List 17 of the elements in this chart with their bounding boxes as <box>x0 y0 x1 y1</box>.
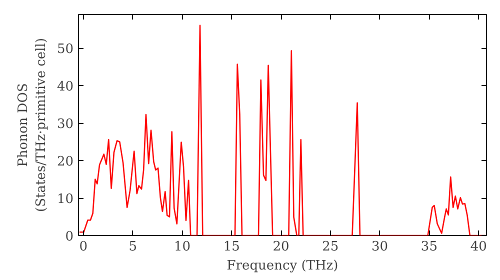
x-tick-label: 30 <box>372 240 388 254</box>
x-axis-title: Frequency (THz) <box>226 258 338 274</box>
y-tick-label: 50 <box>56 42 74 58</box>
y-axis-title: Phonon DOS (States/THz·primitive cell) <box>16 38 49 212</box>
x-tick-label: 25 <box>322 240 339 254</box>
y-tick-label: 40 <box>56 80 74 95</box>
x-tick-label: 5 <box>128 240 137 254</box>
x-tick-label: 0 <box>79 240 88 254</box>
y-tick-label: 30 <box>56 117 74 132</box>
y-tick-label: 20 <box>56 154 74 170</box>
x-tick-label: 10 <box>174 240 191 254</box>
x-tick-label: 20 <box>272 240 290 254</box>
x-tick-label: 15 <box>223 240 240 254</box>
y-tick-label: 10 <box>56 192 74 208</box>
x-tick-label: 40 <box>470 240 487 254</box>
x-tick-label: 35 <box>420 240 438 254</box>
y-tick-label: 0 <box>65 230 74 244</box>
